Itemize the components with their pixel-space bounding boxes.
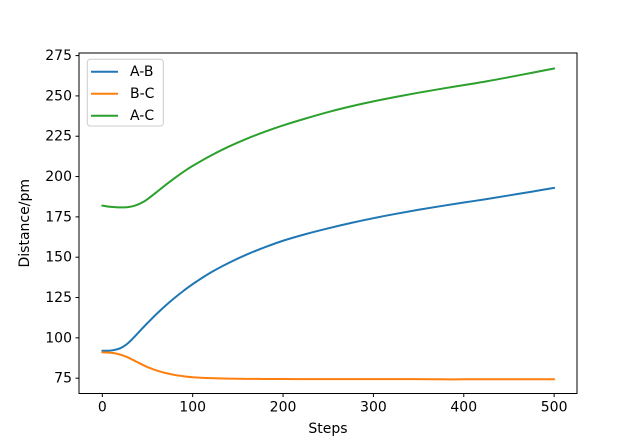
- y-axis-tick-label: 275: [45, 48, 72, 64]
- series-line-b-c: [101, 351, 556, 381]
- y-axis-tick-label: 125: [45, 290, 72, 306]
- x-axis-tick-label: 100: [179, 400, 206, 416]
- y-axis-label: Distance/pm: [17, 179, 33, 267]
- series-line-a-b: [101, 186, 556, 352]
- series-line-a-c: [101, 67, 556, 209]
- x-axis-tick-label: 500: [541, 400, 568, 416]
- y-axis-tick-label: 100: [45, 330, 72, 346]
- x-axis-tick-label: 0: [98, 400, 107, 416]
- legend: A-B B-C A-C: [86, 58, 164, 127]
- x-axis-tick-label: 400: [450, 400, 477, 416]
- legend-label-b-c: B-C: [130, 86, 155, 102]
- y-axis-tick-label: 75: [54, 371, 72, 387]
- x-axis-tick-label: 300: [360, 400, 387, 416]
- x-axis-label: Steps: [308, 421, 347, 437]
- y-axis-tick-label: 150: [45, 250, 72, 266]
- y-axis-tick-label: 175: [45, 209, 72, 225]
- legend-label-a-c: A-C: [130, 108, 154, 124]
- y-axis-tick-label: 250: [45, 88, 72, 104]
- legend-label-a-b: A-B: [130, 64, 153, 80]
- plot-spines: [78, 52, 578, 394]
- legend-box: [86, 58, 164, 127]
- y-axis-tick-label: 200: [45, 169, 72, 185]
- x-axis-tick-label: 200: [270, 400, 297, 416]
- y-axis-tick-label: 225: [45, 129, 72, 145]
